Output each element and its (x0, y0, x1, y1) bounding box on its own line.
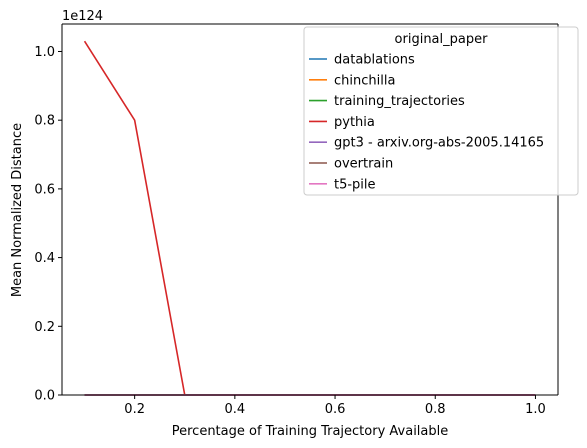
legend-label: overtrain (334, 157, 393, 172)
legend-items: datablations chinchilla training_trajector… (309, 53, 544, 192)
legend-label: gpt3 - arxiv.org-abs-2005.14165 (334, 136, 544, 151)
legend-label: chinchilla (334, 73, 395, 88)
x-tick-label: 0.6 (325, 402, 346, 417)
x-tick-label: 0.4 (225, 402, 246, 417)
y-tick-label: 0.0 (34, 389, 55, 404)
y-tick-label: 0.6 (34, 182, 55, 197)
legend-frame (303, 26, 579, 196)
axes-frame (61, 23, 559, 396)
legend-label: pythia (334, 115, 375, 130)
x-tick-label: 1.0 (525, 402, 546, 417)
y-axis-label: Mean Normalized Distance (10, 123, 25, 297)
legend-label: datablations (334, 53, 415, 68)
y-tick-label: 0.4 (34, 251, 55, 266)
x-tick-label: 0.2 (124, 402, 145, 417)
y-tick-label: 0.2 (34, 320, 55, 335)
legend-title: original_paper (395, 32, 489, 47)
y-tick-label: 1.0 (34, 45, 55, 60)
x-tick-label: 0.8 (425, 402, 446, 417)
legend-label: t5-pile (334, 177, 376, 192)
legend: original_paper datablations chinchilla tra… (303, 26, 579, 196)
y-axis-offset-label: 1e124 (62, 9, 103, 24)
y-tick-label: 0.8 (34, 114, 55, 129)
y-axis-ticks: 0.0 0.2 0.4 0.6 0.8 1.0 (34, 45, 62, 404)
x-axis-label: Percentage of Training Trajectory Availa… (172, 424, 449, 439)
x-axis-ticks: 0.2 0.4 0.6 0.8 1.0 (124, 395, 546, 417)
legend-label: training_trajectories (334, 94, 465, 109)
